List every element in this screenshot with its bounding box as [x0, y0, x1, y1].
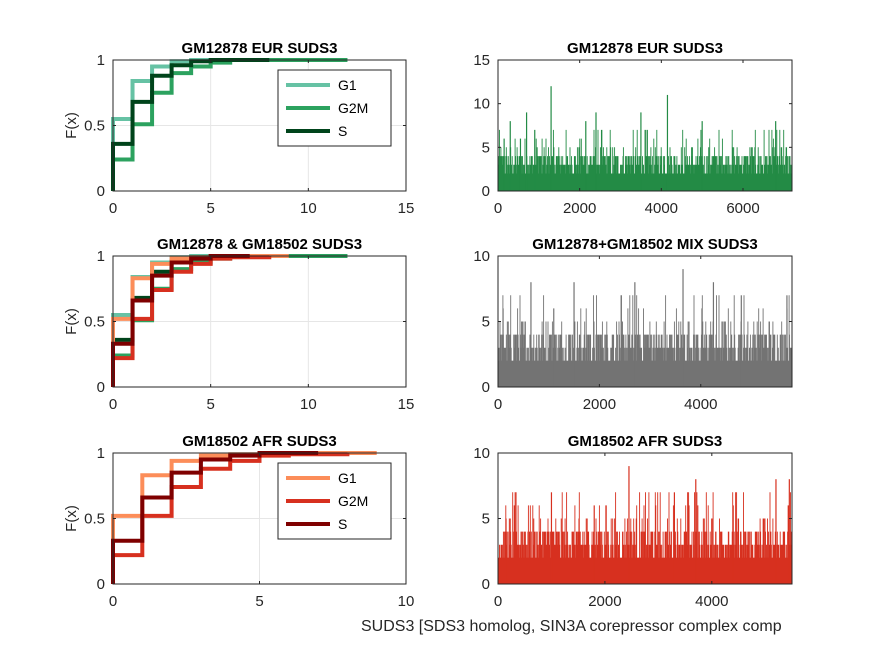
x-tick-label: 5	[206, 200, 214, 217]
y-axis-label: F(x)	[63, 308, 80, 335]
panel-title: GM18502 AFR SUDS3	[182, 433, 337, 450]
plot-marks	[497, 86, 792, 191]
y-axis-label: F(x)	[63, 505, 80, 532]
figure-xlabel-text: SUDS3 [SDS3 homolog, SIN3A corepressor c…	[361, 618, 782, 635]
x-tick-label: 15	[398, 396, 415, 413]
plot-marks	[497, 466, 792, 584]
legend-label: G2M	[338, 493, 368, 509]
y-tick-label: 0	[97, 183, 105, 200]
y-tick-label: 1	[97, 445, 105, 462]
legend-label: G1	[338, 77, 357, 93]
legend: G1 G2M S	[277, 462, 392, 540]
x-tick-label: 2000	[583, 396, 616, 413]
x-tick-label: 0	[494, 593, 502, 610]
x-tick-label: 0	[494, 200, 502, 217]
panel-2: 0 2000 4000 6000 0 5 10 15 GM12878 EUR SUDS3	[473, 40, 793, 217]
panel-3: 0 5 10 15 0 0.5 1 GM12878 & GM18502 SUDS3 F(x)	[63, 236, 414, 413]
legend-label: S	[338, 516, 347, 532]
y-tick-label: 0	[97, 576, 105, 593]
x-tick-label: 10	[398, 593, 415, 610]
x-tick-label: 0	[109, 200, 117, 217]
x-tick-label: 15	[398, 200, 415, 217]
y-tick-label: 10	[473, 248, 490, 265]
y-tick-label: 0.5	[84, 118, 105, 135]
y-tick-label: 5	[482, 511, 490, 528]
y-tick-label: 0	[482, 576, 490, 593]
x-tick-label: 0	[109, 396, 117, 413]
legend-label: G2M	[338, 100, 368, 116]
x-tick-label: 10	[300, 396, 317, 413]
legend-label: G1	[338, 470, 357, 486]
panel-title: GM12878+GM18502 MIX SUDS3	[532, 236, 758, 253]
legend-label: S	[338, 123, 347, 139]
y-tick-label: 1	[97, 52, 105, 69]
y-tick-label: 0	[97, 379, 105, 396]
x-tick-label: 0	[109, 593, 117, 610]
y-tick-label: 0	[482, 379, 490, 396]
x-tick-label: 4000	[645, 200, 678, 217]
x-tick-label: 2000	[563, 200, 596, 217]
y-tick-label: 5	[482, 314, 490, 331]
axes-box	[497, 59, 793, 192]
x-tick-label: 5	[255, 593, 263, 610]
panel-6: 0 2000 4000 0 5 10 GM18502 AFR SUDS3	[473, 433, 793, 610]
y-tick-label: 15	[473, 52, 490, 69]
x-tick-label: 0	[494, 396, 502, 413]
x-tick-label: 4000	[684, 396, 717, 413]
plot-marks	[497, 269, 792, 387]
x-tick-label: 4000	[695, 593, 728, 610]
panel-title: GM12878 & GM18502 SUDS3	[157, 236, 362, 253]
y-tick-label: 1	[97, 248, 105, 265]
x-tick-label: 6000	[726, 200, 759, 217]
panel-title: GM18502 AFR SUDS3	[568, 433, 723, 450]
y-tick-label: 0.5	[84, 314, 105, 331]
y-tick-label: 10	[473, 96, 490, 113]
panel-title: GM12878 EUR SUDS3	[182, 40, 338, 57]
x-tick-label: 2000	[588, 593, 621, 610]
y-tick-label: 5	[482, 139, 490, 156]
y-axis-label: F(x)	[63, 112, 80, 139]
panel-4: 0 2000 4000 0 5 10 GM12878+GM18502 MIX SUDS3	[473, 236, 793, 413]
x-tick-label: 10	[300, 200, 317, 217]
panel-title: GM12878 EUR SUDS3	[567, 40, 723, 57]
x-tick-label: 5	[206, 396, 214, 413]
y-tick-label: 0	[482, 183, 490, 200]
panel-5: 0 5 10 0 0.5 1 GM18502 AFR SUDS3 F(x) G1 G2M S	[63, 433, 414, 610]
legend: G1 G2M S	[277, 69, 392, 147]
panel-1: 0 5 10 15 0 0.5 1 GM12878 EUR SUDS3 F(x) G1 G2M S	[63, 40, 414, 217]
y-tick-label: 0.5	[84, 511, 105, 528]
y-tick-label: 10	[473, 445, 490, 462]
